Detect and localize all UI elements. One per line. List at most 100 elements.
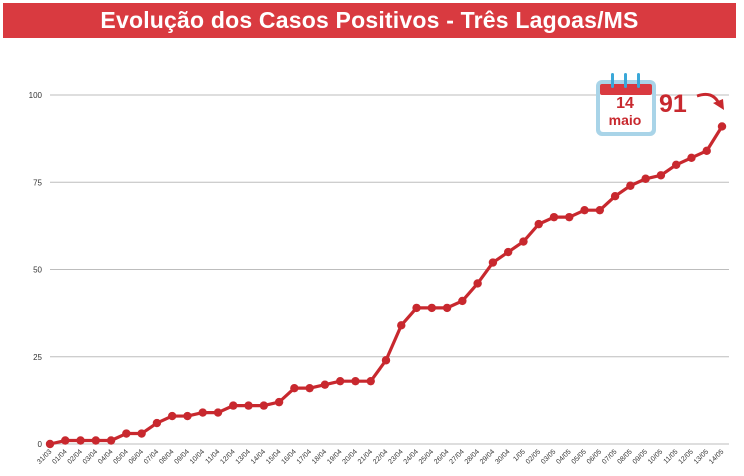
- x-tick-label: 24/04: [403, 448, 420, 465]
- data-point: [549, 212, 559, 222]
- data-point: [167, 411, 177, 421]
- x-tick-label: 05/04: [112, 448, 129, 465]
- data-point: [198, 408, 207, 417]
- y-tick-label: 100: [29, 91, 43, 100]
- data-point: [320, 380, 330, 389]
- chart-title: Evolução dos Casos Positivos - Três Lago…: [100, 7, 639, 33]
- data-point: [366, 376, 375, 386]
- data-point: [580, 205, 589, 215]
- x-tick-label: 02/04: [67, 448, 84, 465]
- x-tick-label: 07/05: [601, 448, 618, 465]
- x-tick-label: 26/04: [433, 448, 450, 465]
- data-point: [76, 436, 85, 445]
- x-tick-label: 14/05: [708, 448, 725, 465]
- series-casos: [45, 122, 727, 449]
- data-point: [656, 171, 666, 180]
- x-tick-label: 10/04: [189, 448, 206, 465]
- x-tick-label: 11/04: [204, 448, 221, 465]
- x-tick-label: 16/04: [280, 448, 297, 465]
- x-tick-label: 31/03: [36, 448, 53, 465]
- data-point: [351, 376, 360, 386]
- x-tick-label: 28/04: [464, 448, 481, 465]
- x-tick-label: 18/04: [311, 448, 328, 465]
- grid-lines: [50, 94, 729, 445]
- calendar-ring: [611, 73, 614, 88]
- data-point: [534, 219, 543, 229]
- x-tick-label: 15/04: [265, 448, 282, 465]
- x-tick-label: 11/05: [663, 448, 680, 465]
- data-point: [61, 436, 70, 445]
- x-tick-label: 13/04: [235, 448, 252, 465]
- x-tick-label: 05/05: [571, 448, 588, 465]
- title-bar: Evolução dos Casos Positivos - Três Lago…: [3, 3, 736, 38]
- data-point: [717, 122, 727, 131]
- calendar-day: 14: [616, 95, 634, 112]
- data-point: [305, 383, 314, 393]
- x-tick-label: 20/04: [342, 448, 359, 465]
- x-tick-label: 14/04: [250, 448, 267, 465]
- x-tick-label: 04/05: [555, 448, 572, 465]
- data-point: [702, 146, 711, 156]
- x-tick-label: 21/04: [357, 448, 374, 465]
- data-point: [91, 436, 101, 445]
- x-tick-label: 01/04: [51, 448, 68, 465]
- data-point: [213, 408, 223, 417]
- data-point: [427, 303, 437, 313]
- x-tick-label: 03/05: [540, 448, 557, 465]
- x-tick-label: 08/04: [158, 448, 175, 465]
- x-tick-label: 09/05: [632, 448, 649, 465]
- x-tick-label: 06/05: [586, 448, 603, 465]
- data-point: [45, 439, 55, 449]
- data-point: [671, 160, 681, 169]
- data-point: [488, 258, 498, 267]
- data-point: [152, 418, 162, 428]
- data-point: [290, 383, 299, 393]
- x-tick-label: 08/05: [616, 448, 633, 465]
- data-point: [244, 401, 253, 410]
- data-point: [137, 429, 146, 438]
- data-point: [442, 303, 452, 313]
- x-tick-label: 29/04: [479, 448, 496, 465]
- data-point: [259, 401, 269, 410]
- data-point: [610, 192, 620, 201]
- data-point: [503, 247, 513, 257]
- data-point: [122, 429, 131, 438]
- x-tick-label: 17/04: [296, 448, 313, 465]
- x-tick-label: 10/05: [647, 448, 664, 465]
- data-point: [229, 401, 238, 410]
- x-tick-label: 06/04: [128, 448, 145, 465]
- y-tick-label: 50: [33, 266, 42, 275]
- data-point: [626, 181, 635, 190]
- x-tick-label: 09/04: [174, 448, 191, 465]
- x-tick-label: 12/04: [219, 448, 236, 465]
- data-point: [183, 411, 192, 421]
- x-tick-label: 04/04: [97, 448, 114, 465]
- x-tick-label: 22/04: [372, 448, 389, 465]
- calendar-icon: 14 maio: [596, 73, 656, 136]
- x-tick-label: 02/05: [525, 448, 542, 465]
- data-point: [595, 205, 605, 215]
- data-point: [397, 321, 406, 330]
- data-point: [274, 397, 284, 407]
- y-tick-label: 0: [38, 440, 43, 449]
- x-axis-ticks: 31/0301/0402/0403/0404/0405/0406/0407/04…: [36, 448, 725, 465]
- data-point: [106, 436, 116, 445]
- data-point: [641, 174, 650, 183]
- x-tick-label: 07/04: [143, 448, 160, 465]
- calendar-ring: [624, 73, 627, 88]
- x-tick-label: 27/04: [448, 448, 465, 465]
- x-tick-label: 25/04: [418, 448, 435, 465]
- series-line: [48, 124, 724, 446]
- y-tick-label: 75: [33, 178, 42, 187]
- x-tick-label: 30/04: [494, 448, 511, 465]
- data-point: [381, 356, 391, 365]
- data-point: [687, 153, 696, 163]
- x-tick-label: 19/04: [326, 448, 343, 465]
- data-point: [458, 296, 467, 306]
- x-tick-label: 13/05: [693, 448, 710, 465]
- data-point: [473, 279, 482, 288]
- y-axis-ticks: 0 25 50 75 100: [29, 91, 43, 449]
- x-tick-label: 12/05: [678, 448, 695, 465]
- data-point: [519, 237, 528, 246]
- y-tick-label: 25: [33, 353, 42, 362]
